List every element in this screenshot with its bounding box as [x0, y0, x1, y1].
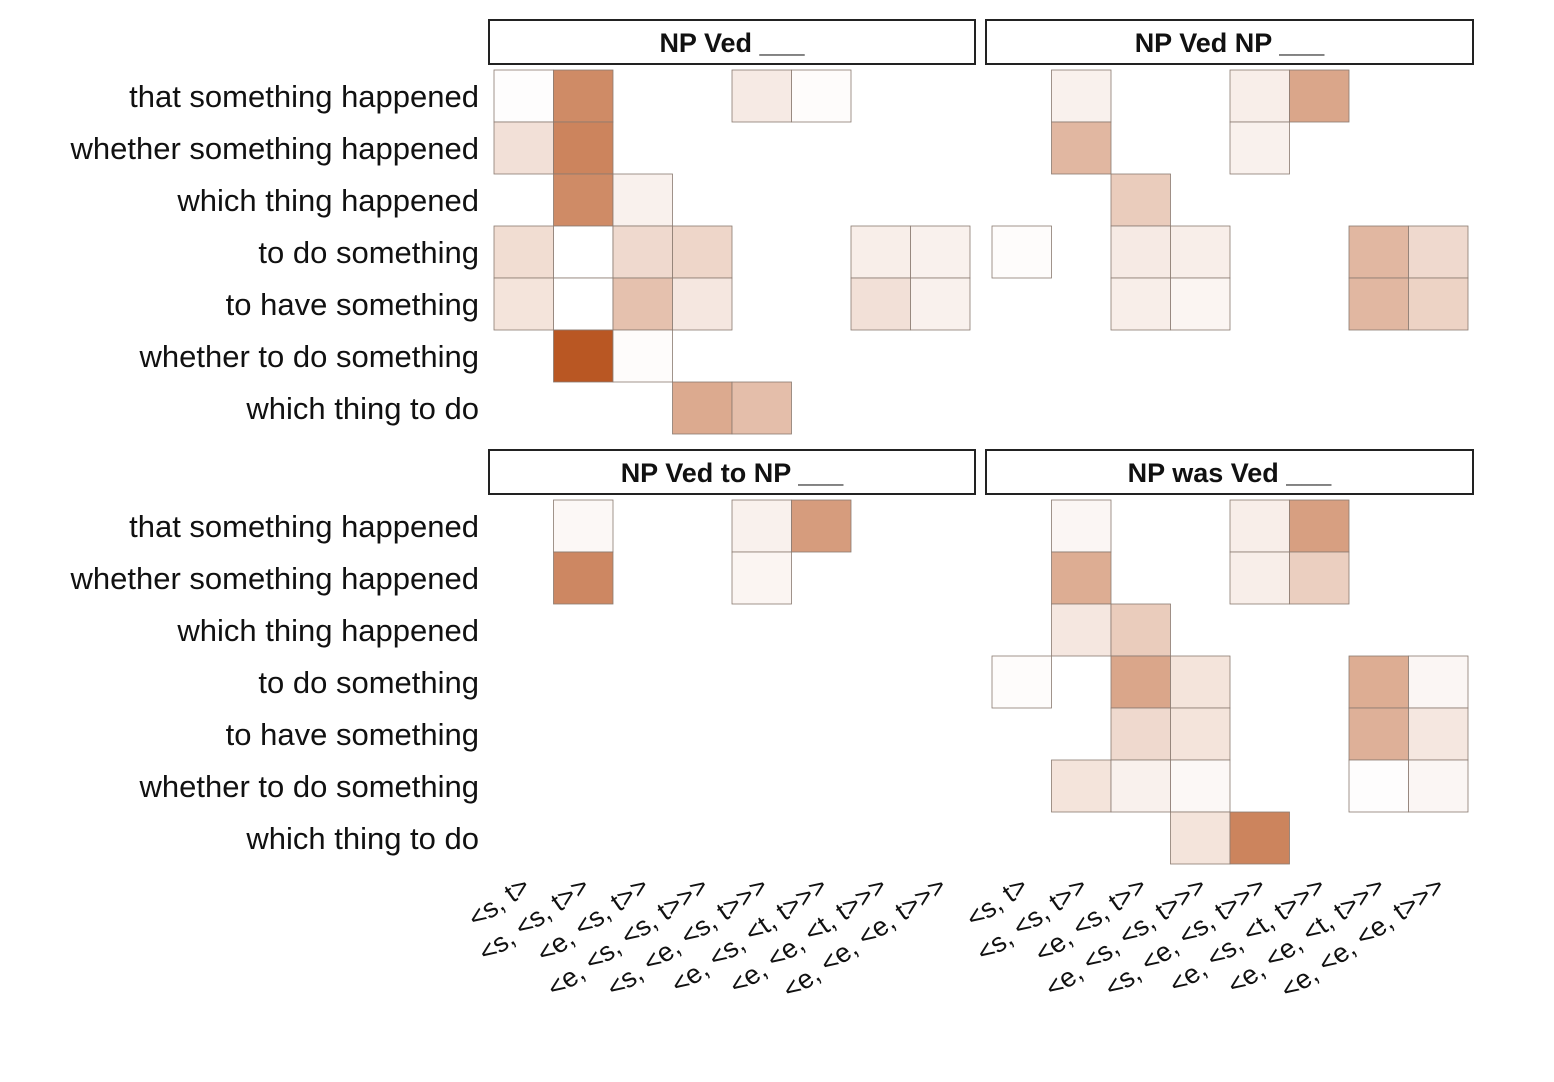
facet-header: NP Ved to NP ___	[488, 449, 976, 495]
heatmap-cell	[791, 499, 852, 553]
heatmap-cell	[1051, 603, 1112, 657]
heatmap-cell	[1170, 655, 1231, 709]
heatmap-cell	[1170, 225, 1231, 279]
facet-header-box	[985, 449, 1474, 495]
facet-title: NP Ved NP ___	[1135, 28, 1326, 58]
row-label: to have something	[226, 287, 479, 322]
heatmap-cell	[493, 69, 554, 123]
row-label: which thing to do	[245, 391, 479, 426]
heatmap-cell	[553, 277, 614, 331]
heatmap-cell	[553, 173, 614, 227]
row-label: whether to do something	[139, 339, 480, 374]
facet-header-box	[488, 19, 976, 65]
facet-header: NP Ved NP ___	[985, 19, 1474, 65]
heatmap-cell	[612, 225, 673, 279]
heatmap-cell	[553, 499, 614, 553]
heatmap-cell	[1289, 499, 1350, 553]
heatmap-cell	[672, 381, 733, 435]
heatmap-cell	[1289, 69, 1350, 123]
heatmap-cell	[991, 655, 1052, 709]
heatmap-cell	[910, 277, 971, 331]
facet-title: NP was Ved ___	[1128, 458, 1333, 488]
heatmap-cell	[850, 225, 911, 279]
heatmap-cell	[493, 277, 554, 331]
heatmap-cell	[791, 69, 852, 123]
heatmap-cell	[910, 225, 971, 279]
heatmap-cell	[612, 277, 673, 331]
row-label: whether something happened	[70, 561, 479, 596]
heatmap-cell	[1348, 277, 1409, 331]
facet-header-box	[985, 19, 1474, 65]
heatmap-cell	[1051, 759, 1112, 813]
row-label: that something happened	[129, 79, 479, 114]
heatmap-cell	[1051, 121, 1112, 175]
heatmap-cell	[731, 551, 792, 605]
heatmap-cell	[1051, 69, 1112, 123]
row-label: to have something	[226, 717, 479, 752]
heatmap-cell	[553, 225, 614, 279]
facet-title: NP Ved ___	[659, 28, 805, 58]
heatmap-cell	[493, 121, 554, 175]
row-label: whether something happened	[70, 131, 479, 166]
heatmap-cell	[1110, 225, 1171, 279]
heatmap-cell	[612, 173, 673, 227]
heatmap-cell	[1289, 551, 1350, 605]
heatmap-cell	[1229, 121, 1290, 175]
heatmap-cell	[991, 225, 1052, 279]
heatmap-cell	[1051, 499, 1112, 553]
heatmap-cell	[1408, 277, 1469, 331]
row-label: whether to do something	[139, 769, 480, 804]
heatmap-cell	[553, 69, 614, 123]
heatmap-cell	[1110, 277, 1171, 331]
heatmap-cell	[731, 69, 792, 123]
heatmap-cell	[1348, 655, 1409, 709]
heatmap-cell	[672, 225, 733, 279]
heatmap-cell	[493, 225, 554, 279]
heatmap-cell	[1229, 499, 1290, 553]
facet-header: NP was Ved ___	[985, 449, 1474, 495]
heatmap-cell	[1110, 759, 1171, 813]
heatmap-cell	[1348, 759, 1409, 813]
heatmap-cell	[1110, 603, 1171, 657]
heatmap-cell	[1170, 277, 1231, 331]
heatmap-cell	[1229, 551, 1290, 605]
row-label: which thing to do	[245, 821, 479, 856]
heatmap-cell	[612, 329, 673, 383]
heatmap-cell	[1408, 707, 1469, 761]
heatmap-cell	[1229, 69, 1290, 123]
facet-header-box	[488, 449, 976, 495]
heatmap-cell	[672, 277, 733, 331]
heatmap-cell	[1051, 551, 1112, 605]
heatmap-cell	[1408, 759, 1469, 813]
heatmap-cell	[731, 499, 792, 553]
row-label: to do something	[258, 235, 479, 270]
row-label: to do something	[258, 665, 479, 700]
heatmap-cell	[553, 551, 614, 605]
heatmap-cell	[1348, 707, 1409, 761]
heatmap-cell	[1408, 655, 1469, 709]
heatmap-cell	[1170, 707, 1231, 761]
heatmap-cell	[1348, 225, 1409, 279]
heatmap-cell	[1229, 811, 1290, 865]
heatmap-cell	[1110, 707, 1171, 761]
row-label: which thing happened	[176, 183, 479, 218]
heatmap-cell	[1170, 811, 1231, 865]
heatmap-cell	[553, 121, 614, 175]
heatmap-cell	[1110, 173, 1171, 227]
row-label: which thing happened	[176, 613, 479, 648]
heatmap-cell	[1110, 655, 1171, 709]
heatmap-cell	[1170, 759, 1231, 813]
heatmap-cell	[553, 329, 614, 383]
heatmap-cell	[850, 277, 911, 331]
facet-title: NP Ved to NP ___	[621, 458, 845, 488]
row-label: that something happened	[129, 509, 479, 544]
facet-header: NP Ved ___	[488, 19, 976, 65]
heatmap-cell	[1408, 225, 1469, 279]
heatmap-cell	[731, 381, 792, 435]
